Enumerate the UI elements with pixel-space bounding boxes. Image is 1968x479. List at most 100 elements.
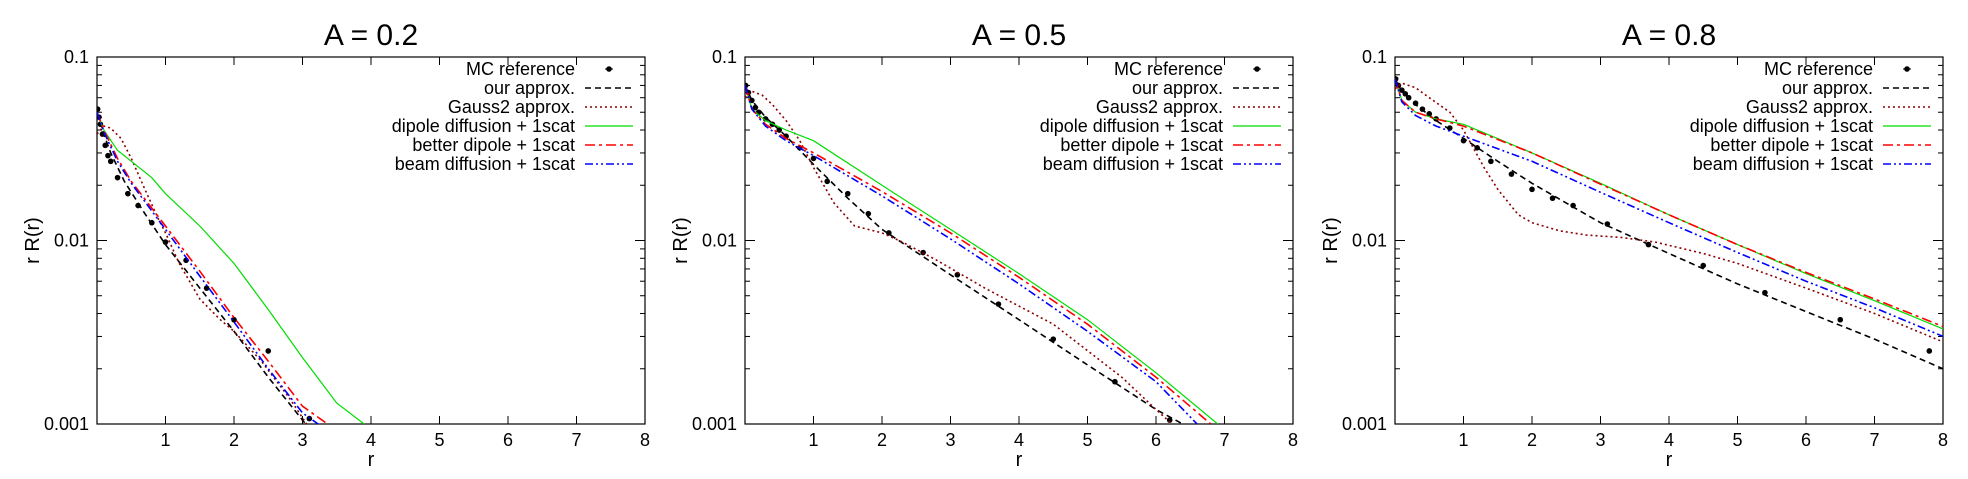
mc-reference-point (107, 158, 114, 165)
chart-title: A = 0.2 (324, 19, 418, 52)
mc-reference-point (810, 155, 817, 162)
mc-reference-point (97, 106, 101, 112)
mc-reference-point (1529, 186, 1535, 193)
mc-reference-point (762, 116, 769, 122)
x-tick-label: 1 (160, 430, 170, 450)
x-tick-label: 3 (1595, 430, 1605, 450)
mc-reference-point (162, 239, 169, 245)
legend-label: better dipole + 1scat (412, 135, 575, 155)
legend-label: dipole diffusion + 1scat (1690, 116, 1873, 136)
y-axis-label: r R(r) (1320, 217, 1342, 264)
y-tick-label: 0.001 (692, 414, 737, 434)
y-tick-label: 0.001 (44, 414, 89, 434)
y-tick-label: 0.01 (702, 231, 737, 251)
x-axis-label: r (368, 449, 375, 471)
y-tick-label: 0.01 (1352, 231, 1387, 251)
chart-title: A = 0.5 (972, 19, 1066, 52)
x-tick-label: 2 (877, 430, 887, 450)
legend-sample-point (1254, 66, 1260, 72)
mc-reference-point (1166, 417, 1173, 423)
chart-panel-2: A = 0.5 1 2 3 4 5 6 7 8 0.1 0.01 0.001 r r R(r) MC ref… (670, 19, 1298, 471)
x-tick-label: 4 (1664, 430, 1674, 450)
x-tick-label: 5 (434, 430, 444, 450)
mc-reference-point (231, 316, 237, 323)
mc-reference-point (1426, 111, 1433, 117)
x-tick-label: 8 (1938, 430, 1948, 450)
series-line-our-approx (1395, 78, 1943, 370)
x-tick-label: 4 (366, 430, 376, 450)
chart-panel-1: A = 0.2 1 2 3 4 5 6 7 8 0.1 0.01 0.001 r r R(r) MC ref… (22, 19, 650, 471)
data-area (745, 82, 1219, 424)
x-tick-label: 5 (1732, 430, 1742, 450)
series-line-better-dipole-1scat (1395, 78, 1943, 328)
data-area (1395, 76, 1943, 370)
chart-title: A = 0.8 (1622, 19, 1716, 52)
x-tick-label: 5 (1082, 430, 1092, 450)
x-tick-label: 1 (808, 430, 818, 450)
mc-reference-point (886, 230, 892, 236)
legend-sample-point (606, 66, 612, 72)
legend-label: better dipole + 1scat (1710, 135, 1873, 155)
legend-label: beam diffusion + 1scat (1693, 154, 1873, 174)
legend-label: beam diffusion + 1scat (1043, 154, 1223, 174)
mc-reference-point (1488, 158, 1494, 165)
y-tick-label: 0.1 (64, 47, 89, 67)
y-axis-label: r R(r) (22, 217, 44, 264)
x-axis-label: r (1666, 449, 1673, 471)
x-axis-label: r (1016, 449, 1023, 471)
series-line-gauss2-approx (97, 125, 308, 424)
series-line-our-approx (97, 111, 307, 424)
series-line-better-dipole-1scat (97, 111, 329, 424)
x-tick-label: 8 (1288, 430, 1298, 450)
y-tick-label: 0.01 (54, 231, 89, 251)
x-tick-label: 2 (1527, 430, 1537, 450)
x-tick-label: 1 (1458, 430, 1468, 450)
mc-reference-point (1508, 171, 1515, 177)
x-tick-label: 8 (640, 430, 650, 450)
series-line-our-approx (745, 85, 1185, 424)
y-tick-label: 0.001 (1342, 414, 1387, 434)
mc-reference-point (105, 152, 111, 159)
legend-label: MC reference (1764, 59, 1873, 79)
mc-reference-point (865, 210, 872, 217)
legend-sample-point (1904, 66, 1910, 72)
legend-label: our approx. (484, 78, 575, 98)
x-tick-label: 3 (945, 430, 955, 450)
legend-label: Gauss2 approx. (1746, 97, 1873, 117)
x-tick-label: 6 (1151, 430, 1161, 450)
series-line-gauss2-approx (745, 90, 1174, 424)
series-line-dipole-diffusion-1scat (97, 111, 365, 424)
x-tick-label: 7 (1869, 430, 1879, 450)
x-tick-label: 6 (503, 430, 513, 450)
series-line-beam-diffusion-1scat (1395, 78, 1943, 338)
legend-label: Gauss2 approx. (1096, 97, 1223, 117)
legend-label: beam diffusion + 1scat (395, 154, 575, 174)
mc-reference-point (1837, 316, 1844, 323)
series-line-beam-diffusion-1scat (97, 111, 320, 424)
mc-reference-point (1926, 348, 1933, 354)
legend-label: better dipole + 1scat (1060, 135, 1223, 155)
x-tick-label: 2 (229, 430, 239, 450)
data-area (97, 106, 365, 424)
x-tick-label: 7 (1219, 430, 1229, 450)
x-tick-label: 6 (1801, 430, 1811, 450)
legend-label: dipole diffusion + 1scat (392, 116, 575, 136)
mc-reference-point (203, 285, 210, 291)
mc-reference-point (995, 301, 1002, 307)
mc-reference-point (1412, 100, 1419, 107)
y-tick-label: 0.1 (712, 47, 737, 67)
mc-reference-point (265, 348, 272, 354)
mc-reference-point (824, 178, 830, 185)
legend-label: MC reference (466, 59, 575, 79)
mc-reference-point (1604, 221, 1611, 227)
mc-reference-point (1700, 262, 1707, 269)
x-tick-label: 3 (297, 430, 307, 450)
y-axis-label: r R(r) (670, 217, 692, 264)
legend-label: our approx. (1782, 78, 1873, 98)
x-tick-label: 7 (571, 430, 581, 450)
series-line-dipole-diffusion-1scat (745, 85, 1219, 424)
y-tick-label: 0.1 (1362, 47, 1387, 67)
mc-reference-point (125, 190, 131, 197)
legend-label: MC reference (1114, 59, 1223, 79)
